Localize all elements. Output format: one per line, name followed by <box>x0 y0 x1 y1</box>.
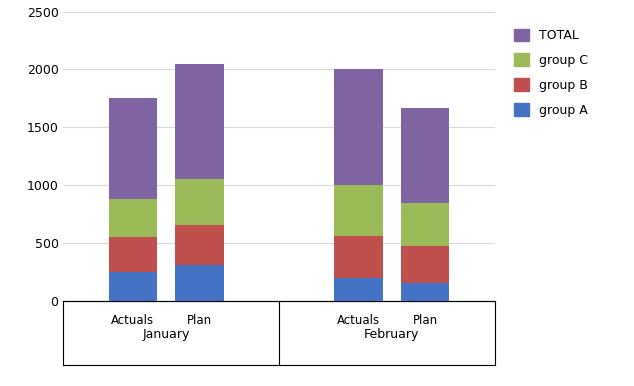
Bar <box>334 278 382 301</box>
Bar <box>401 246 450 283</box>
Text: February: February <box>364 328 419 341</box>
Bar <box>108 98 157 199</box>
Bar <box>334 69 382 185</box>
Bar <box>176 179 224 225</box>
Bar <box>334 185 382 236</box>
Text: January: January <box>143 328 190 341</box>
Bar <box>108 237 157 272</box>
Bar <box>108 199 157 237</box>
Bar <box>334 236 382 278</box>
Bar <box>176 265 224 301</box>
Bar <box>176 225 224 265</box>
Text: Actuals: Actuals <box>337 314 380 327</box>
Text: Plan: Plan <box>413 314 437 327</box>
Bar <box>108 272 157 301</box>
Bar <box>401 108 450 203</box>
Legend: TOTAL, group C, group B, group A: TOTAL, group C, group B, group A <box>509 24 593 122</box>
Bar <box>401 203 450 246</box>
Bar <box>401 283 450 301</box>
Text: Actuals: Actuals <box>112 314 155 327</box>
Text: Plan: Plan <box>187 314 212 327</box>
Bar <box>176 64 224 179</box>
